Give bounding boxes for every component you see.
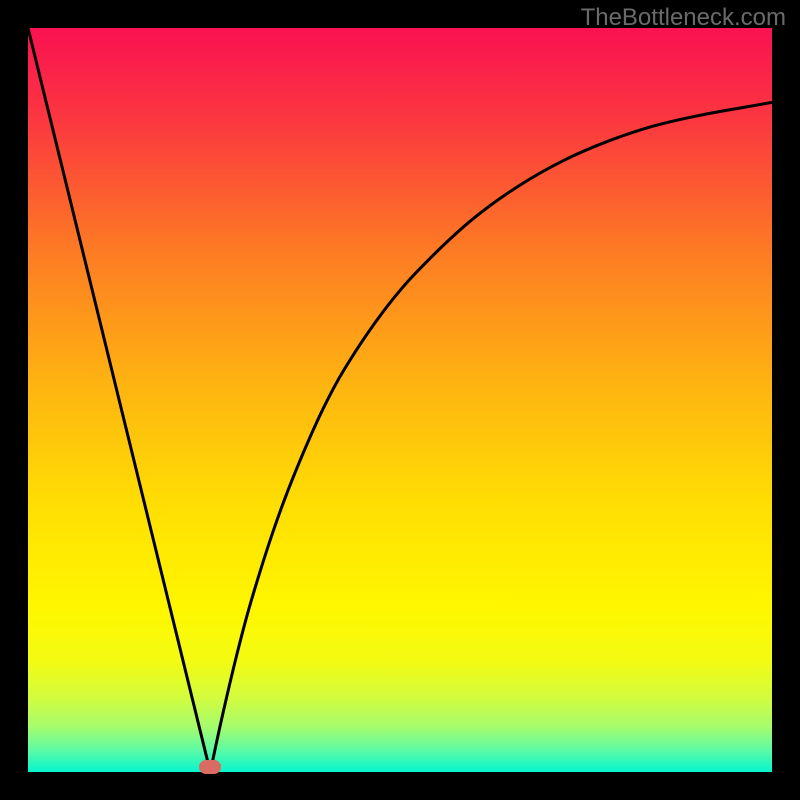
watermark-text: TheBottleneck.com: [581, 4, 786, 32]
plot-area: [28, 28, 772, 772]
optimal-point-marker: [199, 760, 221, 774]
bottleneck-curve: [28, 28, 772, 772]
curve-path: [28, 28, 772, 772]
